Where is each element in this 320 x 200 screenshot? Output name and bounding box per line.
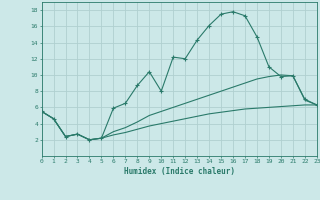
X-axis label: Humidex (Indice chaleur): Humidex (Indice chaleur): [124, 167, 235, 176]
